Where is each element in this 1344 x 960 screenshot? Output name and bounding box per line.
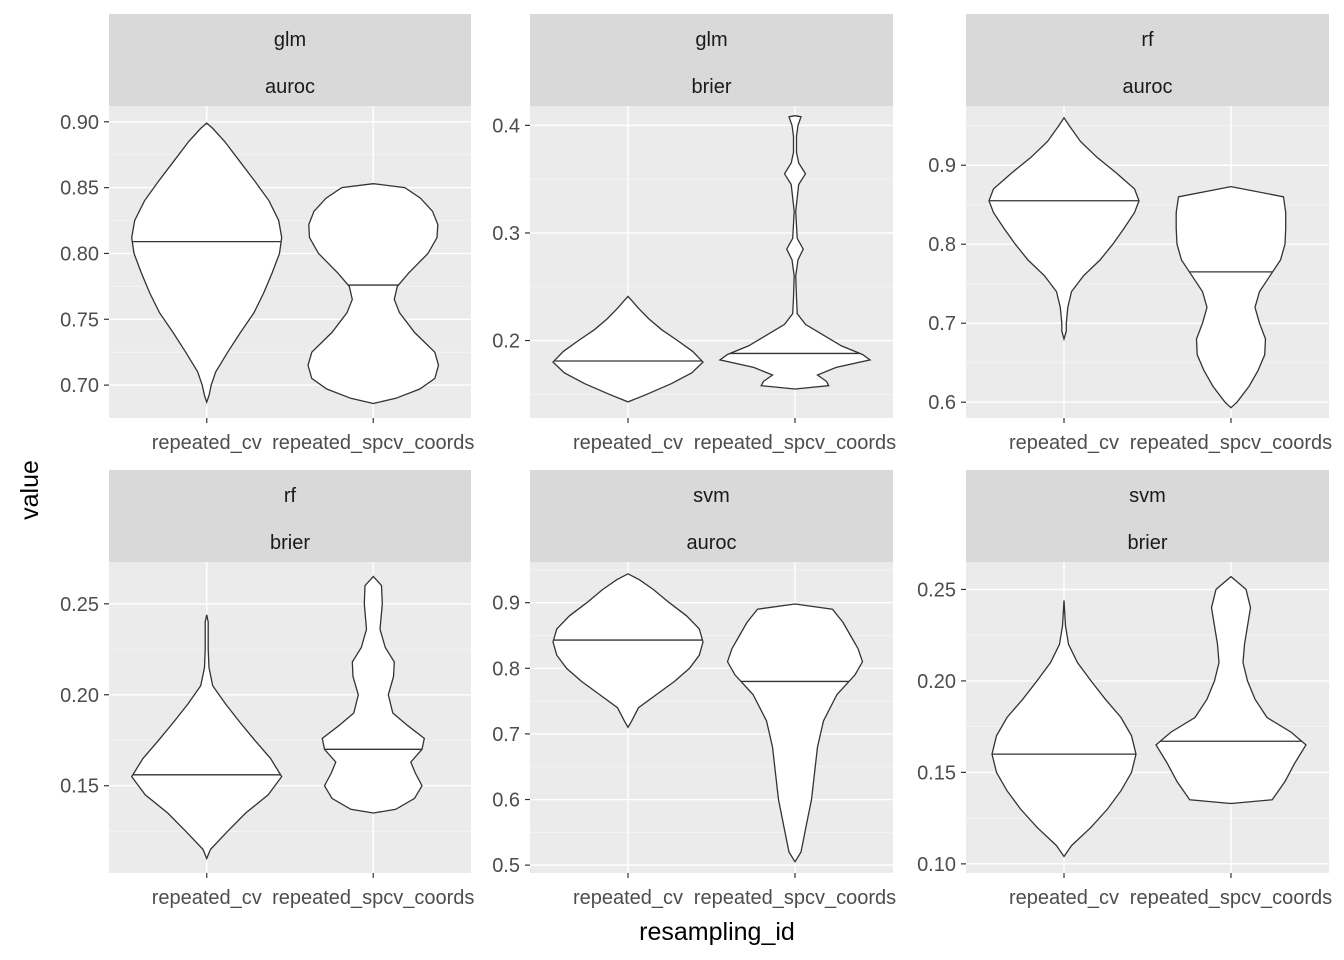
facet-panel-svm-auroc: svm auroc 0.5 0.6 0.7 0.8 0.9 repeated_cv repeat…: [492, 470, 896, 909]
violin-repeated_cv: [552, 295, 704, 403]
y-tick-label: 0.25: [917, 579, 956, 601]
violin-repeated_cv: [131, 122, 283, 405]
violin-repeated_cv: [552, 573, 704, 729]
y-tick-label: 0.80: [60, 243, 99, 265]
facet-strip-measure: brier: [270, 532, 310, 554]
violin-repeated_spcv_coords: [1175, 185, 1287, 409]
facet-strip-learner: rf: [1141, 29, 1154, 51]
y-tick-label: 0.8: [492, 658, 520, 680]
facet-panel-rf-auroc: rf auroc 0.6 0.7 0.8 0.9 repeated_cv repeated_s…: [928, 14, 1332, 454]
violin-repeated_spcv_coords: [307, 183, 440, 405]
facet-strip: [530, 470, 893, 562]
facet-strip-measure: brier: [691, 76, 731, 98]
facet-strip-measure: auroc: [686, 532, 736, 554]
y-tick-label: 0.20: [60, 685, 99, 707]
violin-repeated_spcv_coords: [1155, 575, 1307, 805]
y-tick-label: 0.75: [60, 309, 99, 331]
violin-repeated_spcv_coords: [321, 575, 426, 814]
y-tick-label: 0.85: [60, 178, 99, 200]
x-axis-title: resampling_id: [639, 918, 795, 946]
facet-plot-area: [109, 562, 471, 873]
y-tick-label: 0.7: [492, 724, 520, 746]
violin-repeated_spcv_coords: [726, 603, 864, 864]
x-tick-label: repeated_spcv_coords: [272, 432, 474, 454]
facet-strip-measure: auroc: [1122, 76, 1172, 98]
y-tick-label: 0.7: [928, 313, 956, 335]
facet-panel-glm-auroc: glm auroc 0.70 0.75 0.80 0.85 0.90 repeated_cv r…: [60, 14, 474, 454]
x-tick-label: repeated_spcv_coords: [1130, 887, 1332, 909]
y-tick-label: 0.90: [60, 112, 99, 134]
y-tick-label: 0.3: [492, 223, 520, 245]
facet-strip: [530, 14, 893, 106]
y-tick-label: 0.15: [60, 776, 99, 798]
violin-repeated_cv: [988, 116, 1140, 342]
y-tick-label: 0.6: [928, 392, 956, 414]
facet-strip: [109, 14, 471, 106]
facet-strip-measure: auroc: [265, 76, 315, 98]
violin-repeated_spcv_coords: [718, 115, 872, 390]
facet-strip: [109, 470, 471, 562]
x-tick-label: repeated_cv: [573, 887, 683, 909]
y-tick-label: 0.9: [492, 593, 520, 615]
y-tick-label: 0.4: [492, 115, 520, 137]
y-tick-label: 0.9: [928, 155, 956, 177]
facet-panel-rf-brier: rf brier 0.15 0.20 0.25 repeated_cv repeated_s…: [60, 470, 474, 909]
y-tick-label: 0.70: [60, 375, 99, 397]
facet-panel-svm-brier: svm brier 0.10 0.15 0.20 0.25 repeated_cv repea…: [917, 470, 1332, 909]
facet-strip-measure: brier: [1127, 532, 1167, 554]
violin-repeated_cv: [991, 600, 1137, 858]
x-tick-label: repeated_spcv_coords: [272, 887, 474, 909]
y-axis-title: value: [16, 460, 44, 520]
facet-strip-learner: glm: [695, 29, 727, 51]
x-tick-label: repeated_cv: [1009, 887, 1119, 909]
facet-strip-learner: glm: [274, 29, 306, 51]
y-tick-label: 0.15: [917, 762, 956, 784]
x-tick-label: repeated_spcv_coords: [694, 887, 896, 909]
y-tick-label: 0.8: [928, 234, 956, 256]
facet-strip: [966, 470, 1329, 562]
facet-panel-glm-brier: glm brier 0.2 0.3 0.4 repeated_cv repeated_spc…: [492, 14, 896, 454]
x-tick-label: repeated_spcv_coords: [1130, 432, 1332, 454]
y-tick-label: 0.6: [492, 790, 520, 812]
x-tick-label: repeated_spcv_coords: [694, 432, 896, 454]
x-tick-label: repeated_cv: [1009, 432, 1119, 454]
x-tick-label: repeated_cv: [573, 432, 683, 454]
y-tick-label: 0.20: [917, 671, 956, 693]
facet-strip-learner: svm: [693, 485, 730, 507]
x-tick-label: repeated_cv: [152, 432, 262, 454]
y-tick-label: 0.10: [917, 854, 956, 876]
y-tick-label: 0.5: [492, 855, 520, 877]
y-tick-label: 0.25: [60, 594, 99, 616]
facet-strip-learner: svm: [1129, 485, 1166, 507]
facet-strip: [966, 14, 1329, 106]
violin-repeated_cv: [130, 614, 283, 861]
facet-strip-learner: rf: [284, 485, 297, 507]
x-tick-label: repeated_cv: [152, 887, 262, 909]
y-tick-label: 0.2: [492, 331, 520, 353]
